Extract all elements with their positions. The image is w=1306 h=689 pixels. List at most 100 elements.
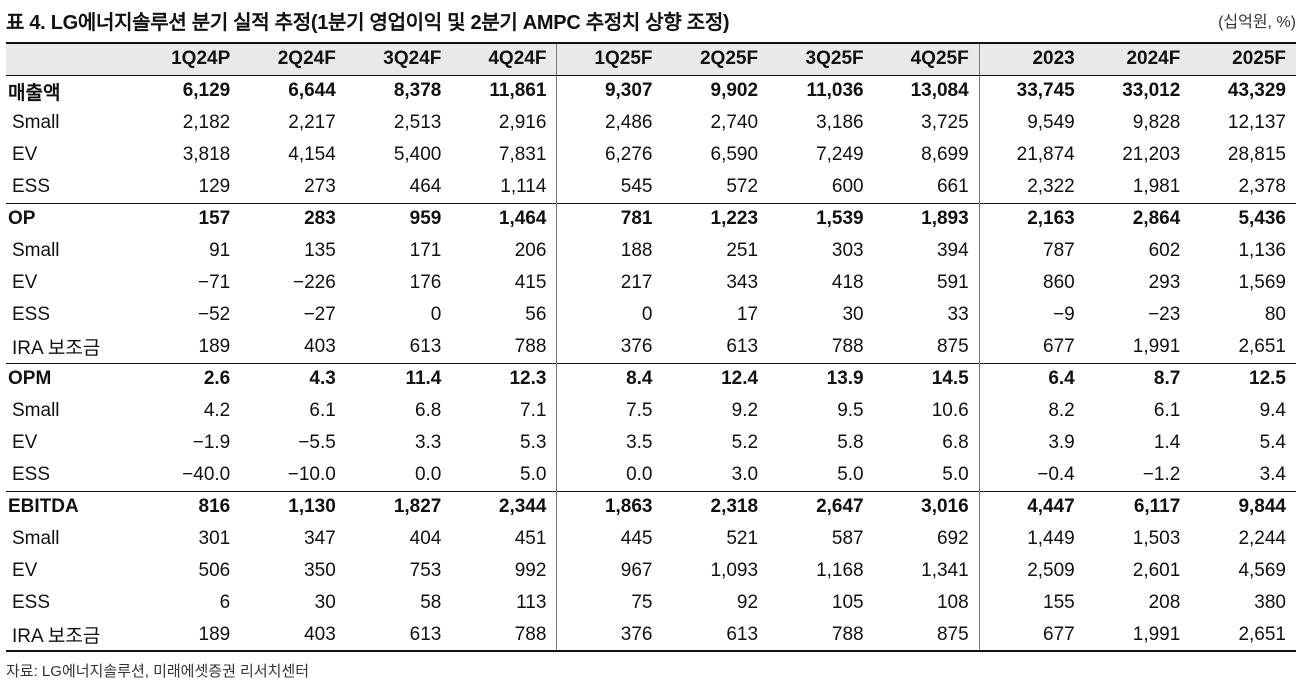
table-row: EV −1.9 −5.5 3.3 5.3 3.5 5.2 5.8 6.8 3.9 1.4 5.4 [6,427,1296,459]
table-cell: 8,699 [921,144,969,165]
table-cell: 171 [409,240,442,261]
table-cell: 8,378 [393,80,442,102]
table-cell: 5.8 [837,432,864,453]
table-cell: 788 [768,619,874,652]
table-cell: 30 [842,304,864,325]
table-cell: 1,341 [921,560,969,581]
table-cell: 875 [873,619,980,652]
table-cell: 2,344 [451,490,557,523]
table-cell: 2,651 [1238,335,1286,357]
table-cell: 860 [978,267,1085,299]
column-header: 3Q24F [345,42,452,76]
table-cell: 3,186 [816,112,864,133]
table-cell: 4.2 [203,400,231,421]
table-cell: 28,815 [1227,144,1286,165]
table-cell: 7,831 [498,144,547,165]
table-cell: 8.4 [556,362,663,395]
table-cell: 781 [556,202,663,235]
row-label: ESS [12,304,51,325]
table-row: OPM 2.6 4.3 11.4 12.3 8.4 12.4 13.9 14.5 6.4 8.7 12… [6,362,1296,395]
table-cell: 2,740 [710,112,759,133]
table-cell: 4,154 [288,144,336,165]
table-row: ESS 129 273 464 1,114 545 572 600 661 2,322 1,981 2… [6,171,1296,203]
table-cell: 33 [947,304,969,325]
table-row: ESS 6 30 58 113 75 92 105 108 155 208 380 [6,587,1296,619]
column-header: 2025F [1190,42,1296,76]
table-cell: 17 [736,304,759,325]
row-label: EV [12,432,38,453]
table-cell: 591 [936,272,969,293]
table-cell: 343 [726,272,759,293]
table-cell: 91 [209,240,231,261]
row-label: Small [12,528,60,549]
table-cell: 155 [978,587,1085,619]
table-cell: 189 [134,619,241,652]
table-cell: 692 [936,528,969,549]
row-label: EBITDA [6,490,135,523]
table-cell: −52 [198,304,231,325]
table-cell: 677 [978,619,1085,652]
table-cell: 12.5 [1190,362,1296,395]
table-cell: 6.8 [942,432,969,453]
row-label: IRA 보조금 [12,338,101,360]
table-cell: 188 [556,235,663,267]
table-cell: 1,991 [1132,335,1181,357]
table-cell: 2,916 [498,112,547,133]
table-row: EBITDA 816 1,130 1,827 2,344 1,863 2,318 2,647 3… [6,490,1296,523]
table-row: Small 91 135 171 206 188 251 303 394 787 602 1,136 [6,235,1296,267]
table-cell: 92 [736,592,759,613]
table-cell: 2,182 [182,112,231,133]
table-cell: 6.1 [309,400,336,421]
table-cell: 403 [240,619,346,652]
table-cell: 2,322 [978,171,1085,203]
column-header: 2023 [978,42,1085,76]
table-cell: 816 [134,490,241,523]
table-cell: 33,745 [978,75,1085,107]
table-cell: −71 [198,272,231,293]
table-cell: −0.4 [978,459,1085,491]
table-row: EV 506 350 753 992 967 1,093 1,168 1,341 2,509 2,6… [6,555,1296,587]
table-cell: 10.6 [931,400,969,421]
table-cell: 105 [831,592,864,613]
earnings-table: 1Q24P 2Q24F 3Q24F 4Q24F 1Q25F 2Q25F 3Q25F 4Q25F… [6,42,1296,652]
table-cell: 376 [556,619,663,652]
table-cell: 11.4 [345,362,452,395]
table-cell: 572 [726,175,759,197]
table-row: 매출액 6,129 6,644 8,378 11,861 9,307 9,902 11,036… [6,75,1296,107]
table-cell: 2,378 [1238,175,1286,197]
table-cell: 347 [304,528,336,549]
table-cell: 11,036 [806,80,864,102]
column-header: 4Q25F [873,42,980,76]
table-cell: 404 [409,528,442,549]
table-cell: 5.2 [731,432,759,453]
table-row: ESS −40.0 −10.0 0.0 5.0 0.0 3.0 5.0 5.0 −0.4 −1.2 3… [6,459,1296,491]
table-cell: 1,223 [662,202,769,235]
table-cell: 613 [345,619,452,652]
table-cell: 1,093 [710,560,759,581]
table-cell: 30 [314,592,336,613]
table-cell: 9,828 [1132,112,1181,133]
table-cell: 6.1 [1153,400,1181,421]
table-cell: 5,400 [393,144,442,165]
table-cell: 677 [978,331,1085,363]
table-body: 매출액 6,129 6,644 8,378 11,861 9,307 9,902 11,036… [6,75,1296,652]
table-cell: 418 [831,272,864,293]
row-label: EV [12,560,38,581]
table-cell: 21,203 [1122,144,1181,165]
table-cell: −1.2 [1142,463,1181,485]
table-cell: 113 [516,592,547,613]
table-cell: 1,464 [451,202,557,235]
table-cell: −9 [978,299,1085,331]
table-cell: 13.9 [768,362,874,395]
table-cell: −10.0 [287,463,336,485]
table-cell: 7.5 [556,395,663,427]
table-cell: 5.0 [520,463,547,485]
table-cell: 217 [556,267,663,299]
table-cell: 9,549 [978,107,1085,139]
table-cell: 875 [936,335,969,357]
table-cell: 6,117 [1084,490,1191,523]
table-cell: 273 [304,175,336,197]
table-cell: 613 [409,335,442,357]
table-cell: 2,486 [556,107,663,139]
table-cell: 521 [726,528,759,549]
